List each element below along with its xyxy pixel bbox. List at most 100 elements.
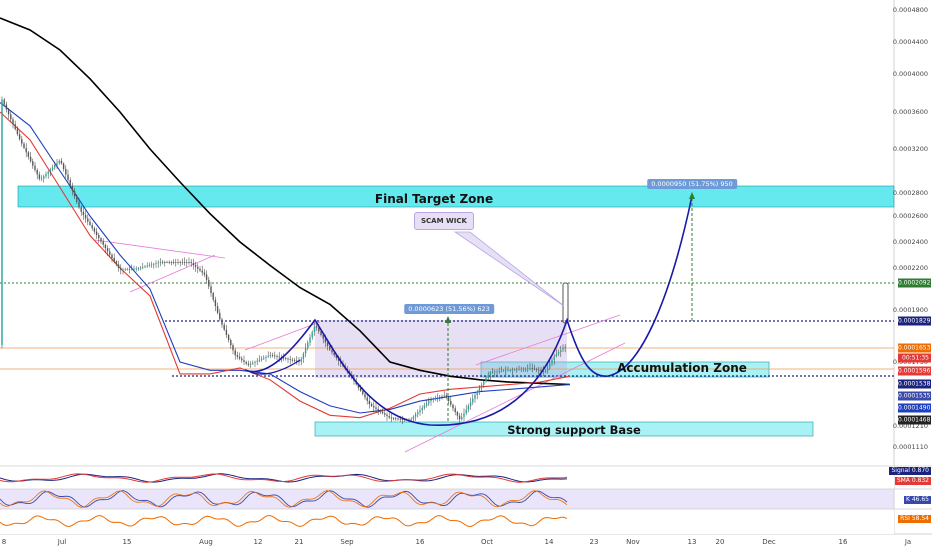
candle-body (82, 211, 85, 216)
candle-body (368, 400, 371, 405)
candle-body (524, 368, 527, 370)
candle-body (476, 391, 478, 395)
date-axis-label: 23 (589, 538, 599, 546)
candle-body (135, 268, 137, 270)
candle-body (496, 371, 498, 373)
candle-body (95, 231, 98, 235)
candle-body (93, 228, 96, 232)
candle-body (463, 413, 465, 417)
candle-body (232, 345, 234, 351)
candle-body (172, 262, 175, 263)
rsi-line (0, 514, 568, 528)
candle-body (357, 384, 360, 388)
candle-body (120, 267, 122, 270)
candle-body (388, 416, 390, 418)
candle-body (111, 254, 113, 258)
candle-body (225, 329, 228, 335)
date-axis-label: 16 (415, 538, 425, 546)
candle-body (238, 356, 241, 359)
candle-body (511, 369, 514, 371)
candle-body (285, 358, 287, 359)
candle-body (67, 174, 69, 180)
candle-body (100, 238, 102, 242)
candle-body (287, 358, 289, 360)
candle-body (564, 346, 566, 349)
left-cup-curve (249, 359, 301, 375)
candle-body (260, 358, 263, 360)
candle-body (276, 356, 278, 357)
strong-support-base-label: Strong support Base (507, 423, 641, 437)
candle-body (10, 114, 12, 120)
indicator-value: 46.65 (909, 496, 929, 503)
candle-body (278, 356, 280, 358)
candle-body (412, 416, 415, 419)
candle-body (186, 262, 188, 263)
date-axis-label: 16 (838, 538, 848, 546)
candle-body (269, 355, 272, 356)
indicator-label: Signal (891, 467, 910, 474)
candle-body (177, 262, 179, 263)
date-axis-label: Ja (904, 538, 912, 546)
price-axis-label: 0.0002200 (892, 264, 928, 272)
candle-body (384, 413, 386, 415)
candle-body (21, 139, 23, 144)
candle-body (474, 395, 476, 399)
candle-body (447, 397, 450, 401)
candle-body (179, 262, 181, 263)
candle-body (245, 361, 247, 364)
candle-body (390, 417, 393, 419)
candle-body (417, 412, 419, 415)
candle-body (249, 363, 252, 365)
candle-body (386, 414, 388, 417)
candle-body (157, 262, 159, 264)
trend-line (404, 342, 626, 453)
candle-body (421, 407, 423, 410)
candle-body (430, 399, 432, 402)
candle-body (485, 378, 487, 382)
candle-body (322, 335, 324, 339)
price-axis-label: 0.0002400 (892, 238, 928, 246)
candle-body (538, 369, 540, 371)
plot-area (0, 0, 894, 462)
indicator-pane-2 (0, 489, 894, 509)
candle-body (480, 384, 483, 389)
candle-body (153, 263, 155, 265)
candle-body (29, 156, 32, 162)
candle-body (329, 346, 331, 350)
candle-body (190, 262, 192, 264)
date-axis-label: 8 (1, 538, 7, 546)
trend-line (475, 314, 621, 366)
candle-body (205, 274, 208, 280)
candle-body (381, 411, 384, 414)
candle-body (533, 368, 536, 370)
candle-body (102, 241, 104, 245)
candle-body (49, 169, 52, 172)
candle-body (362, 390, 364, 395)
candle-body (560, 350, 562, 352)
candle-body (80, 207, 82, 212)
base-measure-label: 0.0000623 (51.56%) 623 (404, 304, 494, 314)
candle-body (265, 356, 267, 358)
candle-body (113, 258, 115, 262)
candle-body (520, 368, 522, 370)
candle-body (527, 368, 529, 370)
indicator-pane-3 (0, 509, 894, 534)
candle-body (298, 361, 300, 363)
candle-body (124, 269, 126, 271)
candle-body (375, 407, 377, 409)
candle-body (379, 410, 382, 412)
candle-body (214, 299, 217, 307)
price-tag: 0.0002092 (898, 278, 931, 288)
candle-body (478, 388, 481, 392)
candle-body (324, 338, 327, 343)
candle-body (318, 327, 320, 332)
price-axis-label: 0.0001900 (892, 306, 928, 314)
candle-body (555, 353, 558, 357)
candle-body (76, 196, 78, 202)
candle-body (142, 267, 144, 268)
candle-body (522, 368, 525, 370)
candle-body (122, 269, 124, 271)
candle-body (144, 266, 146, 268)
candle-body (62, 163, 65, 169)
